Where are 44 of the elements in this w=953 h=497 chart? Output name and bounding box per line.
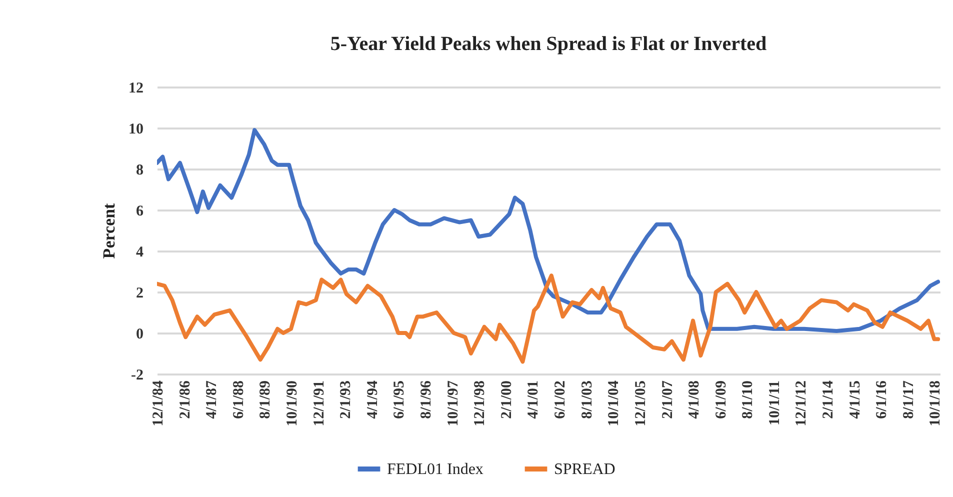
y-tick-label: 12	[128, 80, 144, 96]
x-tick-label: 6/1/09	[713, 380, 730, 419]
y-axis-title: Percent	[100, 202, 118, 259]
x-tick-label: 4/1/87	[204, 380, 220, 419]
x-tick-label: 2/1/14	[820, 380, 837, 419]
x-tick-label: 8/1/89	[258, 380, 274, 419]
x-tick-label: 6/1/95	[392, 380, 408, 419]
x-tick-label: 2/1/86	[177, 380, 194, 419]
line-series	[157, 128, 940, 333]
x-tick-label: 8/1/10	[740, 380, 756, 419]
line-series	[157, 274, 940, 364]
x-tick-label: 10/1/04	[606, 380, 622, 426]
x-tick-label: 2/1/00	[498, 380, 515, 419]
y-tick-label: 6	[136, 204, 144, 220]
x-tick-label: 12/1/05	[632, 380, 649, 426]
x-tick-label: 4/1/15	[847, 380, 864, 419]
x-tick-label: 10/1/18	[928, 380, 944, 426]
x-tick-label: 4/1/01	[526, 380, 542, 419]
x-tick-label: 4/1/94	[364, 380, 381, 419]
x-tick-label: 10/1/11	[766, 380, 783, 426]
x-tick-label: 6/1/16	[874, 380, 890, 419]
y-tick-label: 0	[136, 326, 144, 342]
x-tick-label: 8/1/96	[418, 380, 435, 419]
chart-title: 5-Year Yield Peaks when Spread is Flat or Inverted	[330, 33, 767, 55]
x-tick-label: 12/1/84	[150, 380, 166, 426]
x-tick-label: 8/1/03	[579, 380, 596, 419]
x-tick-label: 10/1/97	[445, 380, 462, 426]
x-tick-label: 8/1/17	[900, 380, 917, 419]
y-tick-label: 2	[136, 286, 144, 302]
y-tick-label: 8	[136, 162, 144, 178]
x-tick-label: 12/1/91	[311, 380, 328, 426]
legend-label: FEDL01 Index	[387, 461, 484, 478]
legend-label: SPREAD	[554, 461, 616, 478]
x-tick-label: 12/1/98	[472, 380, 488, 426]
y-tick-label: -2	[131, 368, 144, 384]
x-tick-label: 12/1/12	[794, 380, 810, 426]
y-tick-label: 4	[136, 244, 144, 260]
x-tick-label: 6/1/88	[230, 380, 247, 419]
x-tick-label: 2/1/93	[338, 380, 354, 419]
x-tick-label: 2/1/07	[660, 380, 676, 419]
y-tick-label: 10	[128, 122, 144, 138]
x-tick-label: 6/1/02	[552, 380, 568, 419]
x-tick-label: 4/1/08	[686, 380, 703, 419]
x-tick-label: 10/1/90	[284, 380, 300, 426]
